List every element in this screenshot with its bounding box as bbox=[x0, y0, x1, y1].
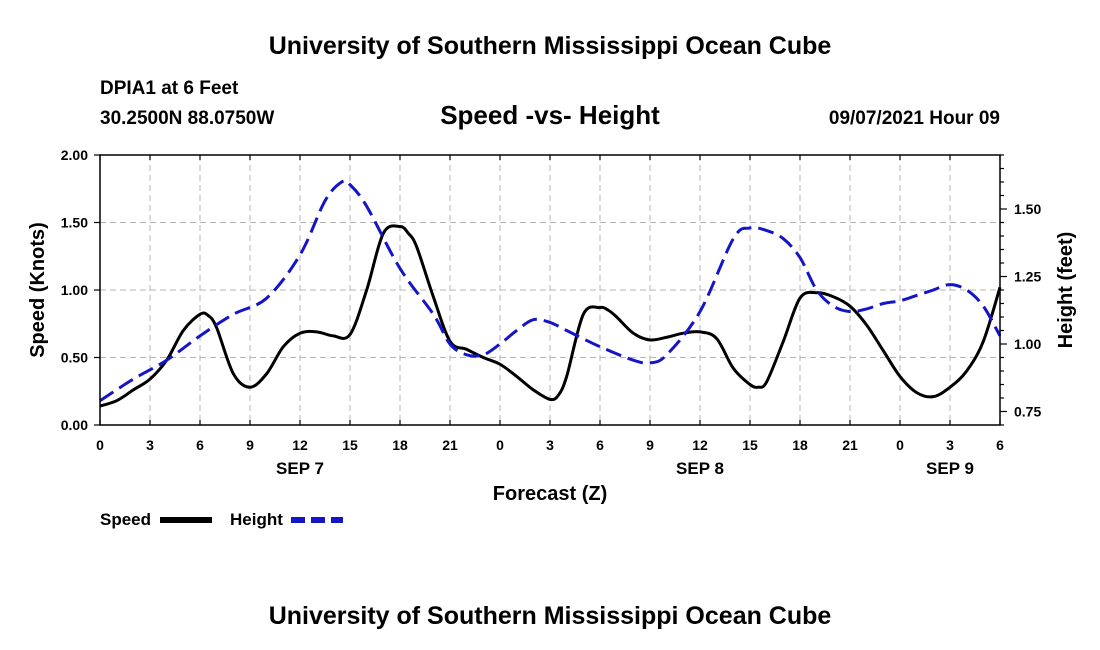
x-tick-label: 15 bbox=[742, 437, 758, 453]
station-label: DPIA1 at 6 Feet bbox=[100, 78, 239, 99]
y-tick-label: 0.50 bbox=[61, 350, 88, 366]
y2-tick-label: 1.00 bbox=[1014, 336, 1041, 352]
series-line-speed bbox=[99, 224, 1002, 408]
y-axis-ticks: 0.00 0.50 1.00 1.50 2.00 bbox=[61, 147, 100, 433]
grid-lines bbox=[100, 155, 1000, 425]
legend: Speed Height bbox=[100, 510, 343, 529]
plot-title: Speed -vs- Height bbox=[440, 100, 660, 130]
day-label: SEP 9 bbox=[926, 459, 974, 478]
y2-tick-label: 1.25 bbox=[1014, 269, 1041, 285]
forecast-datetime: 09/07/2021 Hour 09 bbox=[829, 108, 1000, 129]
x-tick-label: 6 bbox=[596, 437, 604, 453]
day-labels: SEP 7 SEP 8 SEP 9 bbox=[276, 459, 974, 478]
page-title: University of Southern Mississippi Ocean… bbox=[269, 32, 832, 60]
legend-height-label: Height bbox=[230, 510, 283, 529]
y2-tick-label: 1.50 bbox=[1014, 201, 1041, 217]
y-tick-label: 1.50 bbox=[61, 215, 88, 231]
x-tick-label: 21 bbox=[442, 437, 458, 453]
x-tick-label: 18 bbox=[792, 437, 808, 453]
legend-speed-label: Speed bbox=[100, 510, 151, 529]
y-tick-label: 1.00 bbox=[61, 282, 88, 298]
series-line-height bbox=[99, 179, 1002, 402]
y2-axis-ticks: 0.75 1.00 1.25 1.50 bbox=[1000, 154, 1041, 426]
x-tick-label: 18 bbox=[392, 437, 408, 453]
series-layer bbox=[99, 179, 1002, 408]
x-axis-ticks: 0 3 6 9 12 15 18 21 0 3 6 9 12 15 18 21 0 3 6 bbox=[96, 155, 1004, 453]
x-tick-label: 6 bbox=[996, 437, 1004, 453]
y2-tick-label: 0.75 bbox=[1014, 404, 1041, 420]
y-axis-title: Speed (Knots) bbox=[27, 222, 49, 358]
x-tick-label: 6 bbox=[196, 437, 204, 453]
x-tick-label: 0 bbox=[496, 437, 504, 453]
x-axis-title: Forecast (Z) bbox=[493, 483, 607, 505]
x-tick-label: 9 bbox=[646, 437, 654, 453]
x-tick-label: 0 bbox=[896, 437, 904, 453]
day-label: SEP 7 bbox=[276, 459, 324, 478]
x-tick-label: 3 bbox=[946, 437, 954, 453]
day-label: SEP 8 bbox=[676, 459, 724, 478]
x-tick-label: 15 bbox=[342, 437, 358, 453]
station-coords: 30.2500N 88.0750W bbox=[100, 108, 274, 129]
y-tick-label: 2.00 bbox=[61, 147, 88, 163]
x-tick-label: 3 bbox=[546, 437, 554, 453]
y-tick-label: 0.00 bbox=[61, 417, 88, 433]
y2-axis-title: Height (feet) bbox=[1055, 232, 1077, 349]
x-tick-label: 3 bbox=[146, 437, 154, 453]
x-tick-label: 12 bbox=[692, 437, 708, 453]
x-tick-label: 0 bbox=[96, 437, 104, 453]
x-tick-label: 12 bbox=[292, 437, 308, 453]
x-tick-label: 21 bbox=[842, 437, 858, 453]
x-tick-label: 9 bbox=[246, 437, 254, 453]
footer-title: University of Southern Mississippi Ocean… bbox=[269, 602, 832, 630]
